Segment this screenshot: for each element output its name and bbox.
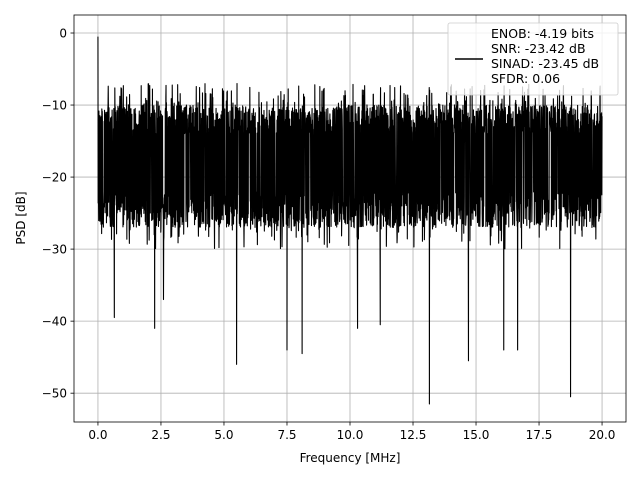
x-tick-label: 12.5 — [400, 428, 427, 442]
y-axis-label: PSD [dB] — [14, 191, 28, 244]
y-tick-label: 0 — [59, 27, 67, 41]
x-tick-label: 20.0 — [589, 428, 616, 442]
x-tick-label: 2.5 — [151, 428, 170, 442]
y-tick-label: −50 — [42, 387, 67, 401]
legend-entry-label: ENOB: -4.19 bits SNR: -23.42 dB SINAD: -23… — [491, 26, 599, 86]
x-axis-ticks: 0.0 2.5 5.0 7.5 10.0 12.5 15.0 17.5 20.0 — [88, 422, 615, 442]
x-tick-label: 10.0 — [337, 428, 364, 442]
x-tick-label: 17.5 — [526, 428, 553, 442]
x-tick-label: 5.0 — [214, 428, 233, 442]
x-tick-label: 15.0 — [463, 428, 490, 442]
y-axis-ticks: 0 −10 −20 −30 −40 −50 — [42, 27, 74, 401]
y-tick-label: −10 — [42, 99, 67, 113]
series-layer — [97, 36, 603, 405]
legend: ENOB: -4.19 bits SNR: -23.42 dB SINAD: -23… — [447, 22, 619, 96]
x-tick-label: 7.5 — [277, 428, 296, 442]
x-tick-label: 0.0 — [88, 428, 107, 442]
y-tick-label: −30 — [42, 243, 67, 257]
legend-box — [447, 22, 619, 96]
y-tick-label: −20 — [42, 171, 67, 185]
psd-series-line — [97, 36, 603, 405]
x-axis-label: Frequency [MHz] — [300, 451, 401, 465]
y-tick-label: −40 — [42, 315, 67, 329]
